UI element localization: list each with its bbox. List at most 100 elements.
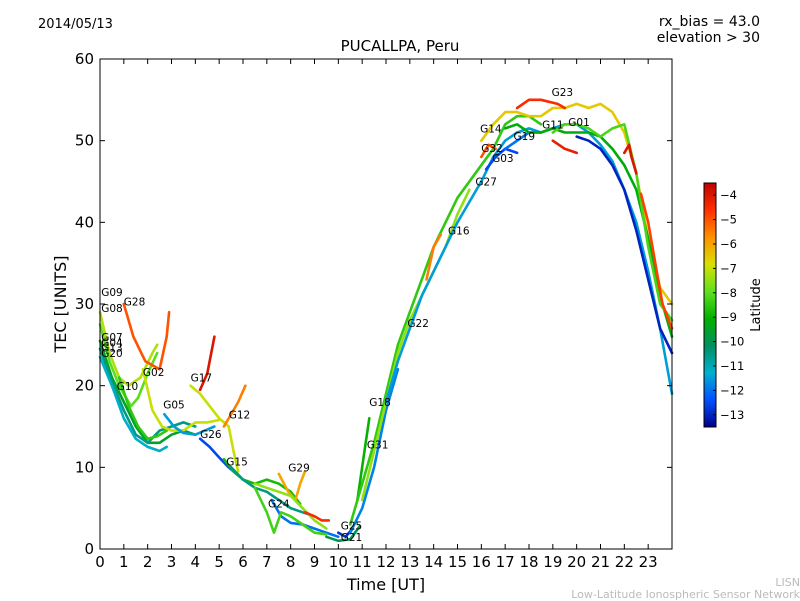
colorbar-label: Latitude — [749, 278, 764, 332]
colorbar-tick-label: −8 — [720, 286, 737, 300]
y-axis-label: TEC [UNITS] — [51, 256, 70, 354]
colorbar-tick-label: −13 — [720, 408, 744, 422]
series-g18 — [356, 417, 371, 502]
y-tick-label: 20 — [75, 377, 94, 395]
x-tick-label: 7 — [262, 553, 272, 571]
colorbar-tick-label: −7 — [720, 261, 737, 275]
chart-title: PUCALLPA, Peru — [340, 37, 460, 55]
label-g21: G21 — [341, 532, 363, 544]
series-g01 — [551, 123, 674, 322]
label-g12: G12 — [229, 409, 251, 421]
bias-info: rx_bias = 43.0 elevation > 30 — [657, 14, 760, 46]
series-g29b — [253, 482, 328, 530]
label-g07: G07 — [101, 332, 123, 344]
x-tick-label: 16 — [472, 553, 491, 571]
series-g16 — [360, 188, 471, 502]
x-tick-label: 15 — [448, 553, 467, 571]
series-g17 — [189, 384, 240, 473]
series-g31 — [349, 368, 400, 534]
x-tick-label: 4 — [191, 553, 201, 571]
series-g21 — [325, 524, 362, 543]
x-tick-label: 20 — [567, 553, 586, 571]
label-g22: G22 — [407, 318, 429, 330]
label-g25: G25 — [341, 520, 363, 532]
label-g20: G20 — [101, 348, 123, 360]
label-g02: G02 — [143, 367, 165, 379]
x-tick-label: 13 — [400, 553, 419, 571]
x-tick-label: 3 — [167, 553, 177, 571]
colorbar-tick-label: −4 — [720, 188, 737, 202]
label-g08: G08 — [101, 303, 123, 315]
y-axis: 0 10 20 30 40 50 60 — [75, 50, 672, 558]
x-axis: 0 1 2 3 4 5 6 7 8 9 10 11 12 13 14 15 16 17 18 19 20 21 22 23 — [95, 59, 658, 571]
series-g32 — [480, 143, 497, 159]
series-g04 — [98, 347, 197, 445]
x-tick-label: 10 — [329, 553, 348, 571]
label-g18: G18 — [369, 397, 391, 409]
series-g24c — [303, 510, 331, 522]
x-tick-label: 22 — [615, 553, 634, 571]
rx-bias-label: rx_bias = 43.0 — [658, 14, 760, 30]
label-g11: G11 — [542, 119, 564, 131]
x-tick-label: 17 — [496, 553, 515, 571]
x-tick-label: 9 — [310, 553, 320, 571]
x-tick-label: 12 — [376, 553, 395, 571]
colorbar-ticks: −4 −5 −6 −7 −8 −9 −10 −11 −12 −13 — [713, 188, 744, 422]
label-g23: G23 — [552, 87, 574, 99]
colorbar-tick-label: −9 — [720, 310, 737, 324]
series-g01b — [551, 139, 578, 155]
x-tick-label: 11 — [353, 553, 372, 571]
series-g10 — [117, 376, 168, 441]
footer-line1: LISN — [775, 576, 800, 589]
footer-line2: Low-Latitude Ionospheric Sensor Network — [571, 588, 800, 601]
label-g05: G05 — [163, 400, 185, 412]
y-tick-label: 0 — [84, 540, 94, 558]
series-g30 — [575, 135, 674, 355]
series-g09 — [98, 310, 159, 387]
label-g32: G32 — [481, 143, 503, 155]
y-tick-label: 60 — [75, 50, 94, 68]
colorbar-tick-label: −10 — [720, 335, 744, 349]
series-g22 — [349, 114, 543, 526]
series-g30b — [623, 143, 638, 175]
series-g08 — [98, 323, 159, 408]
series-g02 — [141, 368, 221, 432]
x-tick-label: 5 — [214, 553, 224, 571]
series-g28 — [122, 302, 171, 371]
series-g23 — [515, 98, 567, 110]
label-g09: G09 — [101, 287, 123, 299]
label-g04: G04 — [101, 338, 123, 350]
series-g03 — [484, 147, 519, 171]
x-axis-label: Time [UT] — [346, 575, 425, 594]
series-layer — [98, 98, 674, 543]
y-tick-label: 30 — [75, 295, 94, 313]
label-g27: G27 — [475, 177, 497, 189]
x-tick-label: 21 — [591, 553, 610, 571]
series-g20 — [98, 355, 168, 453]
colorbar-tick-label: −5 — [720, 213, 737, 227]
x-tick-label: 2 — [143, 553, 153, 571]
label-g29: G29 — [288, 462, 310, 474]
label-g26: G26 — [200, 429, 222, 441]
x-tick-label: 8 — [286, 553, 296, 571]
colorbar-tick-label: −11 — [720, 359, 744, 373]
x-tick-label: 18 — [519, 553, 538, 571]
series-g05 — [163, 413, 216, 436]
label-g15: G15 — [226, 457, 248, 469]
x-tick-label: 6 — [238, 553, 248, 571]
series-g24b — [253, 486, 328, 536]
elevation-label: elevation > 30 — [656, 30, 760, 46]
x-tick-label: 0 — [95, 553, 105, 571]
label-g31: G31 — [367, 440, 389, 452]
label-g01: G01 — [568, 117, 590, 129]
label-g28: G28 — [124, 297, 146, 309]
label-g24: G24 — [268, 498, 290, 510]
series-g11 — [503, 123, 674, 338]
series-g17b — [198, 335, 216, 392]
x-tick-label: 1 — [119, 553, 129, 571]
label-g16: G16 — [448, 226, 470, 238]
label-g17: G17 — [191, 373, 213, 385]
series-g15b — [229, 466, 316, 518]
